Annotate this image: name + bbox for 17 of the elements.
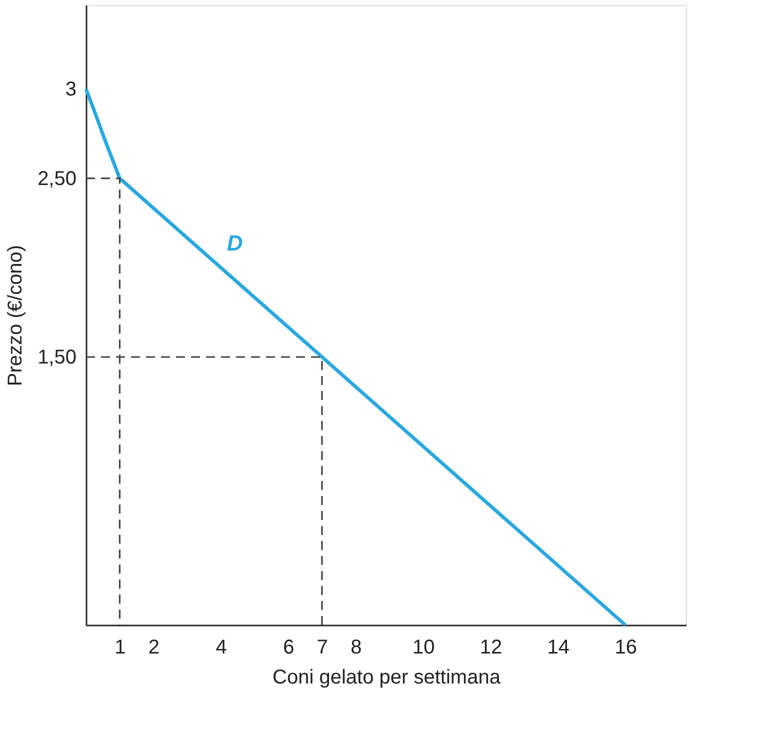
x-tick-label: 6 — [283, 636, 294, 658]
x-tick-label: 14 — [547, 636, 570, 658]
x-tick-label: 12 — [480, 636, 502, 658]
series-label: D — [226, 230, 243, 256]
line-series — [84, 87, 628, 627]
y-tick-label: 3 — [65, 78, 76, 100]
x-tick-label: 2 — [148, 636, 160, 658]
x-tick-label: 7 — [316, 636, 328, 658]
x-tick-label: 16 — [614, 636, 637, 658]
x-tick-label: 1 — [114, 636, 126, 658]
x-tick-label: 8 — [350, 636, 362, 658]
x-tick-label: 4 — [216, 636, 227, 658]
x-tick-label: 10 — [412, 636, 435, 658]
y-tick-label: 2,50 — [38, 168, 76, 190]
y-tick-label: 1,50 — [38, 346, 76, 368]
x-axis-title: Coni gelato per settimana — [272, 666, 502, 688]
y-axis-title: Prezzo (€/cono) — [4, 244, 27, 386]
